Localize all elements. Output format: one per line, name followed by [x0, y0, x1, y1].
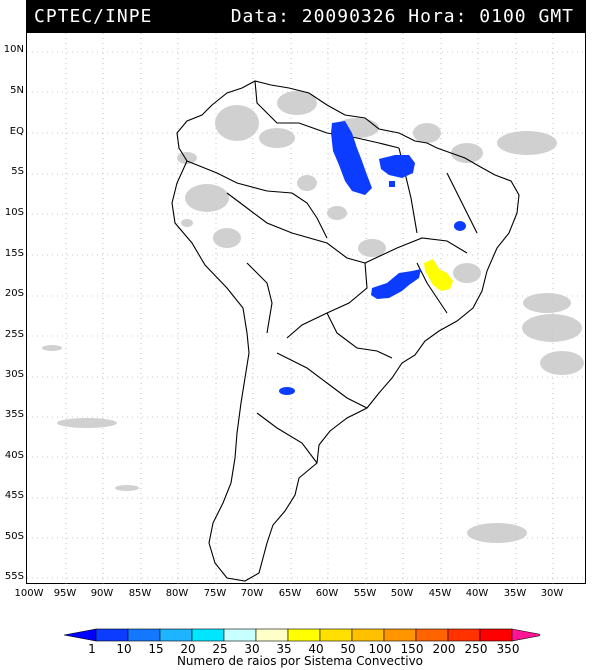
colorbar-segment	[255, 628, 289, 642]
map-canvas	[27, 33, 587, 585]
lon-label-65w: 65W	[278, 588, 302, 599]
lat-label-5s: 5S	[11, 166, 24, 177]
system-maranhao	[379, 155, 415, 178]
lon-label-40w: 40W	[465, 588, 489, 599]
lon-label-50w: 50W	[390, 588, 414, 599]
colorbar-segment	[191, 628, 225, 642]
colorbar-segment	[287, 628, 321, 642]
system-minas	[424, 259, 453, 291]
lon-label-70w: 70W	[240, 588, 264, 599]
colorbar-label-350: 350	[496, 642, 520, 656]
lat-label-30s: 30S	[4, 369, 24, 380]
colorbar-label-10: 10	[116, 642, 132, 656]
colorbar-segment	[63, 628, 97, 642]
colorbar-segment	[511, 628, 540, 642]
colorbar-label-30: 30	[244, 642, 260, 656]
colorbar-segment	[479, 628, 513, 642]
lon-label-60w: 60W	[315, 588, 339, 599]
colorbar	[63, 628, 540, 642]
cloud-cover	[42, 91, 584, 543]
lat-label-45s: 45S	[4, 490, 24, 501]
colorbar-segment	[415, 628, 449, 642]
system-bahia	[454, 221, 466, 231]
lon-label-90w: 90W	[90, 588, 114, 599]
lon-label-85w: 85W	[128, 588, 152, 599]
lon-label-30w: 30W	[540, 588, 564, 599]
system-maranhao-small	[389, 181, 395, 187]
lon-label-45w: 45W	[428, 588, 452, 599]
lat-label-10n: 10N	[3, 44, 24, 55]
lat-label-35s: 35S	[4, 409, 24, 420]
colorbar-label-35: 35	[276, 642, 292, 656]
colorbar-label-25: 25	[212, 642, 228, 656]
lon-label-100w: 100W	[14, 588, 44, 599]
lat-label-10s: 10S	[4, 207, 24, 218]
convective-systems	[279, 121, 466, 395]
lat-label-5n: 5N	[10, 85, 24, 96]
system-mato-grosso	[371, 269, 421, 299]
colorbar-label-250: 250	[464, 642, 488, 656]
grid	[27, 33, 587, 585]
lat-label-40s: 40S	[4, 450, 24, 461]
system-amazonas	[331, 121, 372, 195]
source-label: CPTEC/INPE	[34, 6, 153, 27]
map-panel	[26, 32, 587, 585]
map-header: CPTEC/INPE Data: 20090326 Hora: 0100 GMT	[26, 0, 586, 32]
colorbar-title: Numero de raios por Sistema Convectivo	[176, 654, 424, 668]
colorbar-label-20: 20	[180, 642, 196, 656]
datetime-label: Data: 20090326 Hora: 0100 GMT	[230, 6, 574, 27]
lon-label-75w: 75W	[203, 588, 227, 599]
colorbar-label-150: 150	[400, 642, 424, 656]
lat-label-55s: 55S	[4, 571, 24, 582]
colorbar-labels: 1 10 15 20 25 30 35 40 50 100 150 200 25…	[0, 642, 600, 656]
lon-label-55w: 55W	[353, 588, 377, 599]
colorbar-segment	[127, 628, 161, 642]
colorbar-label-40: 40	[308, 642, 324, 656]
lat-label-eq: EQ	[9, 126, 24, 137]
lon-label-80w: 80W	[165, 588, 189, 599]
colorbar-segment	[447, 628, 481, 642]
lon-label-95w: 95W	[53, 588, 77, 599]
colorbar-segment	[159, 628, 193, 642]
colorbar-label-15: 15	[148, 642, 164, 656]
colorbar-label-100: 100	[368, 642, 392, 656]
lat-label-50s: 50S	[4, 531, 24, 542]
colorbar-segment	[95, 628, 129, 642]
colorbar-label-1: 1	[88, 642, 96, 656]
colorbar-segment	[223, 628, 257, 642]
coastline	[171, 80, 520, 582]
lon-label-35w: 35W	[503, 588, 527, 599]
lat-label-20s: 20S	[4, 288, 24, 299]
colorbar-segment	[351, 628, 385, 642]
system-argentina	[279, 387, 295, 395]
lat-label-15s: 15S	[4, 248, 24, 259]
colorbar-segment	[319, 628, 353, 642]
colorbar-label-50: 50	[340, 642, 356, 656]
colorbar-segment	[383, 628, 417, 642]
lat-label-25s: 25S	[4, 329, 24, 340]
colorbar-label-200: 200	[432, 642, 456, 656]
